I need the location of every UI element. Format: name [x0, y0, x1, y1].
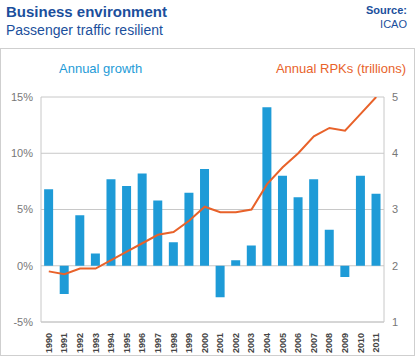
svg-text:1995: 1995 — [122, 333, 132, 353]
svg-text:-5%: -5% — [13, 316, 33, 328]
svg-text:2009: 2009 — [340, 333, 350, 353]
html-text:Passenger traffic resilient: Passenger traffic resilient — [6, 22, 163, 38]
svg-text:10%: 10% — [11, 147, 33, 159]
svg-text:5: 5 — [392, 91, 398, 103]
html-text:ICAO: ICAO — [380, 18, 407, 30]
svg-text:1992: 1992 — [75, 333, 85, 353]
svg-text:2002: 2002 — [231, 333, 241, 353]
svg-text:5%: 5% — [17, 203, 33, 215]
svg-text:4: 4 — [392, 147, 398, 159]
svg-text:1998: 1998 — [169, 333, 179, 353]
html-text:Annual growth: Annual growth — [59, 61, 143, 76]
svg-text:0%: 0% — [17, 260, 33, 272]
svg-text:2005: 2005 — [278, 333, 288, 353]
html-text:Source:: Source: — [366, 4, 407, 16]
svg-text:1991: 1991 — [59, 333, 69, 353]
svg-text:1997: 1997 — [153, 333, 163, 353]
svg-text:1990: 1990 — [44, 333, 54, 353]
svg-text:1999: 1999 — [184, 333, 194, 353]
html-text:Annual RPKs (trillions): Annual RPKs (trillions) — [276, 61, 406, 76]
svg-text:1: 1 — [392, 316, 398, 328]
svg-text:2000: 2000 — [200, 333, 210, 353]
svg-text:1994: 1994 — [106, 333, 116, 353]
svg-text:2010: 2010 — [356, 333, 366, 353]
svg-text:2011: 2011 — [371, 333, 381, 353]
svg-text:2008: 2008 — [324, 333, 334, 353]
html-text:Business environment: Business environment — [6, 3, 167, 20]
svg-text:2006: 2006 — [293, 333, 303, 353]
svg-text:1996: 1996 — [137, 333, 147, 353]
svg-text:15%: 15% — [11, 91, 33, 103]
svg-text:2003: 2003 — [246, 333, 256, 353]
svg-text:3: 3 — [392, 203, 398, 215]
svg-text:2004: 2004 — [262, 333, 272, 353]
svg-text:2007: 2007 — [309, 333, 319, 353]
svg-text:2001: 2001 — [215, 333, 225, 353]
svg-text:2: 2 — [392, 260, 398, 272]
svg-text:1993: 1993 — [91, 333, 101, 353]
